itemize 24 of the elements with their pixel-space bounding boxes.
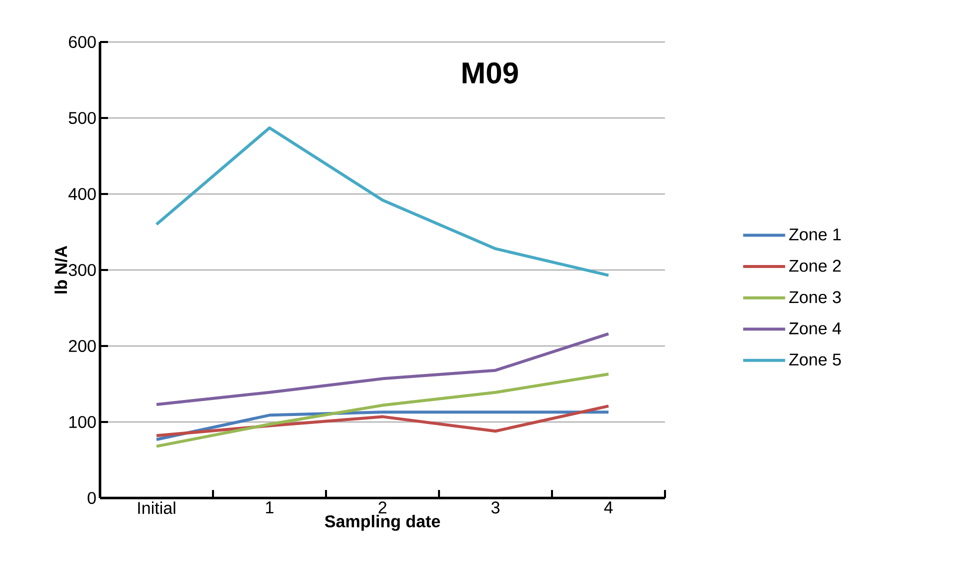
x-tick-label: 3 [491, 502, 500, 514]
y-tick-label: 0 [88, 492, 96, 504]
y-axis-title: lb N/A [54, 246, 68, 294]
x-tick-label: 1 [266, 502, 274, 514]
line-series [155, 372, 610, 448]
legend-label: Zone 3 [789, 291, 841, 304]
legend-label: Zone 1 [789, 228, 841, 240]
y-tick-label: 400 [68, 188, 96, 200]
legend-label: Zone 2 [789, 260, 841, 272]
line-series [155, 126, 610, 277]
legend-label: Zone 5 [789, 354, 841, 366]
x-axis-title: Sampling date [324, 514, 440, 531]
line-series [155, 404, 610, 438]
y-tick-label: 500 [68, 112, 96, 124]
x-tick-label: Initial [138, 502, 176, 514]
line-series [155, 332, 610, 406]
x-tick-label: 2 [378, 502, 386, 514]
y-tick-label: 300 [68, 264, 96, 276]
y-tick-label: 200 [68, 340, 96, 352]
legend-label: Zone 4 [789, 322, 842, 334]
x-tick-label: 4 [604, 502, 613, 514]
y-tick-label: 600 [68, 36, 96, 48]
y-tick-label: 100 [69, 416, 96, 428]
text: M09 [462, 62, 518, 84]
